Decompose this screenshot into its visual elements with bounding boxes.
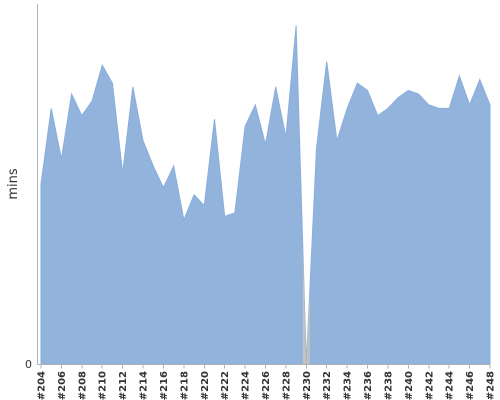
x-tick-label: #210 — [98, 371, 109, 400]
x-tick-label: #228 — [281, 371, 292, 400]
plot-layer — [40, 25, 491, 365]
y-axis-title: mins — [6, 168, 21, 200]
x-tick-label: #240 — [404, 371, 415, 400]
x-tick-label: #224 — [241, 371, 252, 400]
x-tick-label: #230 — [302, 371, 313, 400]
x-tick-label: #216 — [159, 371, 170, 400]
x-tick-label: #236 — [363, 371, 374, 400]
axes-layer — [37, 4, 490, 365]
y-tick-label: 0 — [25, 358, 32, 371]
y-tick-layer: 0 — [25, 358, 32, 371]
x-tick-label: #244 — [445, 371, 456, 400]
x-tick-label: #232 — [322, 371, 333, 400]
x-tick-layer: #204 #206 #208 #210 #212 #214 #216 #218 #220 #222… — [37, 364, 497, 400]
x-tick-label: #238 — [383, 371, 394, 400]
x-tick-label: #212 — [118, 371, 129, 400]
x-tick-label: #220 — [200, 371, 211, 400]
x-tick-label: #226 — [261, 371, 272, 400]
x-tick-label: #222 — [220, 371, 231, 400]
missing-point-gap — [302, 247, 310, 364]
x-tick-label: #208 — [77, 371, 88, 400]
x-tick-label: #214 — [139, 371, 150, 400]
x-tick-label: #218 — [179, 371, 190, 400]
x-tick-label: #248 — [486, 371, 497, 400]
series-area — [40, 25, 491, 365]
x-tick-label: #206 — [57, 371, 68, 400]
x-tick-label: #242 — [424, 371, 435, 400]
x-tick-label: #234 — [343, 371, 354, 400]
x-tick-label: #204 — [37, 371, 48, 400]
x-tick-label: #246 — [465, 371, 476, 400]
